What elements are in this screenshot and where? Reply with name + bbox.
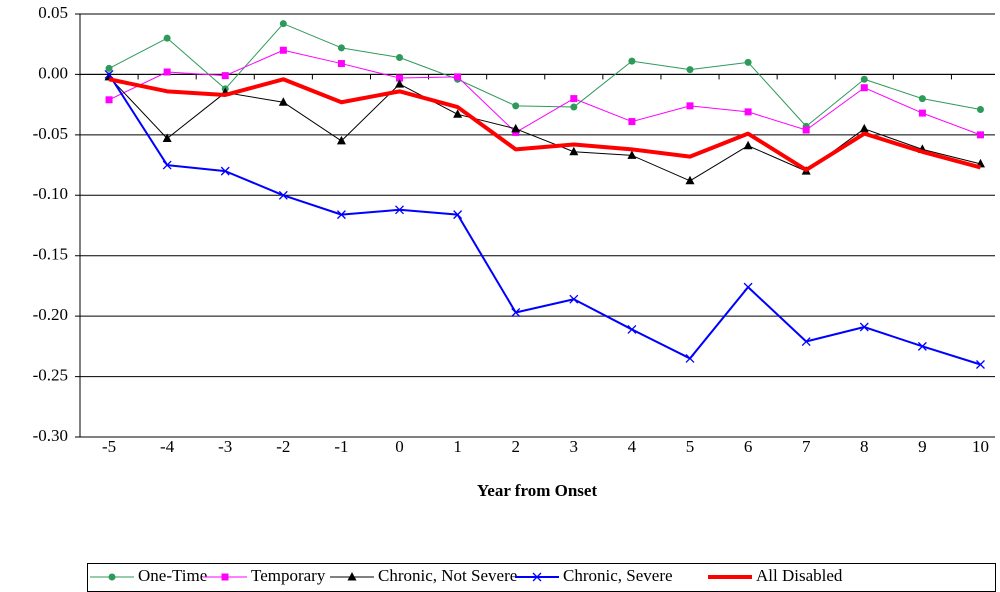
marker [917,341,927,351]
marker [337,60,345,68]
marker [336,135,346,145]
marker [512,128,520,136]
marker [628,118,636,126]
series-line [108,73,981,366]
marker [744,58,752,66]
y-tick-label: 0.05 [38,3,68,22]
marker [686,102,694,110]
marker [454,73,462,81]
marker [396,74,404,82]
marker [163,68,171,76]
x-tick-label: 8 [860,437,869,456]
legend-label: Chronic, Not Severe [378,566,517,585]
legend-label: One-Time [138,566,207,585]
marker [743,282,753,292]
x-tick-label: -4 [160,437,175,456]
x-tick-label: 5 [686,437,695,456]
x-axis-label: Year from Onset [477,481,598,500]
legend-marker [532,572,542,582]
marker [162,160,172,170]
x-tick-label: 4 [628,437,637,456]
series-line [108,49,981,136]
marker [686,66,694,74]
x-tick-label: 9 [918,437,927,456]
marker [801,337,811,346]
marker [802,126,810,134]
marker [395,205,404,215]
marker [162,133,172,142]
marker [570,103,578,111]
marker [395,79,405,88]
legend-label: Temporary [251,566,326,585]
x-tick-label: 2 [511,437,520,456]
series-line [108,77,981,172]
marker [396,54,404,62]
y-tick-label: -0.05 [33,124,68,143]
marker [569,294,579,304]
x-tick-label: 10 [972,437,989,456]
marker [453,109,463,118]
marker [860,84,868,92]
x-tick-label: -3 [218,437,232,456]
marker [163,34,171,42]
x-tick-label: 0 [395,437,404,456]
marker [278,97,288,106]
legend-marker [108,573,116,581]
x-tick-label: -5 [102,437,116,456]
marker [105,64,113,72]
x-tick-label: -1 [334,437,348,456]
y-tick-label: -0.20 [33,305,68,324]
x-tick-label: 6 [744,437,753,456]
marker [627,324,637,334]
marker [278,190,288,200]
marker [744,108,752,116]
y-tick-label: -0.30 [33,426,68,445]
marker [860,75,868,83]
marker [105,96,113,104]
legend-label: All Disabled [756,566,843,585]
marker [570,95,578,103]
marker [918,109,926,117]
marker [685,175,695,185]
marker [976,131,984,139]
marker [569,146,579,156]
marker [628,57,636,65]
marker [453,210,463,220]
marker [512,102,520,110]
marker [220,166,230,176]
marker [859,123,869,133]
x-tick-label: 7 [802,437,811,456]
marker [511,308,521,317]
marker [104,69,114,79]
marker [336,210,346,220]
legend-marker [221,573,229,581]
marker [743,140,753,150]
y-tick-label: 0.00 [38,63,68,82]
x-tick-label: 1 [453,437,462,456]
marker [627,150,637,159]
marker [279,20,287,28]
marker [221,72,229,80]
legend-label: Chronic, Severe [563,566,673,585]
marker [976,105,984,113]
series-line [108,23,981,127]
marker [511,123,521,133]
marker [859,322,869,332]
marker [976,360,985,369]
marker [337,44,345,52]
y-tick-label: -0.10 [33,184,68,203]
legend-marker [347,572,357,581]
x-tick-label: 3 [570,437,579,456]
y-tick-label: -0.25 [33,365,68,384]
marker [918,95,926,103]
x-tick-label: -2 [276,437,290,456]
marker [279,46,287,54]
y-tick-label: -0.15 [33,245,68,264]
marker [685,353,695,363]
